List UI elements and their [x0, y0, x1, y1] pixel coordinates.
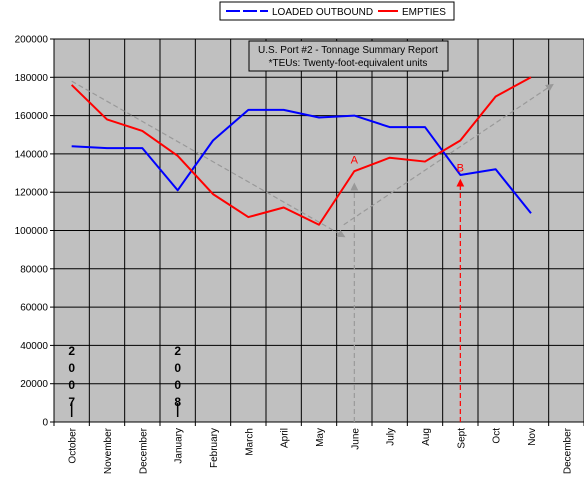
y-tick-label: 80000: [20, 264, 48, 275]
x-tick-label: Nov: [527, 428, 538, 446]
title-line-1: U.S. Port #2 - Tonnage Summary Report: [258, 45, 438, 56]
y-tick-label: 100000: [15, 226, 49, 237]
y-tick-label: 40000: [20, 341, 48, 352]
chart-title: U.S. Port #2 - Tonnage Summary Report *T…: [248, 40, 449, 72]
series-line-0: [71, 108, 532, 214]
y-tick-label: 140000: [15, 149, 49, 160]
annotation-arrows: [350, 178, 465, 422]
x-tick-label: April: [280, 428, 291, 448]
year-label-char: 7: [68, 395, 75, 409]
x-tick-label: Aug: [421, 428, 432, 446]
trend-lines: [71, 80, 554, 238]
annotation-label: A: [351, 155, 359, 167]
x-tick-label: October: [68, 427, 79, 463]
x-tick-label: Oct: [492, 428, 503, 444]
x-tick-label: December: [562, 427, 573, 474]
year-label-char: 2: [68, 344, 75, 358]
x-tick-label: July: [386, 428, 397, 446]
year-label-char: 8: [174, 395, 181, 409]
x-tick-label: March: [244, 428, 255, 456]
x-axis-ticks: October November December January February Ma…: [53, 422, 584, 474]
year-label-char: 0: [68, 361, 75, 375]
title-box: [248, 40, 449, 72]
legend: LOADED OUTBOUND EMPTIES: [219, 1, 455, 21]
x-tick-label: November: [103, 427, 114, 474]
series-line-1: [70, 76, 532, 226]
y-tick-label: 160000: [15, 111, 49, 122]
year-label-char: 0: [174, 361, 181, 375]
x-tick-label: February: [209, 428, 220, 468]
annotation-label: B: [457, 162, 464, 174]
y-tick-label: 200000: [15, 35, 49, 46]
y-axis-ticks: 0 20000 40000 60000 80000 100000 120000 140000 1…: [15, 35, 54, 429]
trend-line: [343, 83, 554, 226]
y-tick-label: 60000: [20, 303, 48, 314]
series-lines: [70, 76, 532, 226]
x-tick-label: January: [174, 428, 185, 464]
year-label-char: 0: [68, 378, 75, 392]
annotation-labels: AB: [351, 155, 464, 175]
x-tick-label: Sept: [456, 428, 467, 449]
year-label-char: 2: [174, 344, 181, 358]
year-label-char: 0: [174, 378, 181, 392]
y-tick-label: 120000: [15, 188, 49, 199]
legend-label-empties: EMPTIES: [402, 7, 446, 18]
x-tick-label: December: [138, 427, 149, 474]
y-tick-label: 0: [42, 418, 48, 429]
legend-box: [219, 1, 455, 21]
y-tick-label: 180000: [15, 73, 49, 84]
x-tick-label: June: [350, 428, 361, 450]
x-tick-label: May: [315, 428, 326, 447]
trend-line: [71, 80, 346, 238]
title-line-2: *TEUs: Twenty-foot-equivalent units: [269, 58, 428, 69]
legend-label-loaded-outbound: LOADED OUTBOUND: [272, 7, 373, 18]
y-tick-label: 20000: [20, 379, 48, 390]
year-labels: 2 0 0 7 2 0 0 8: [68, 344, 181, 417]
